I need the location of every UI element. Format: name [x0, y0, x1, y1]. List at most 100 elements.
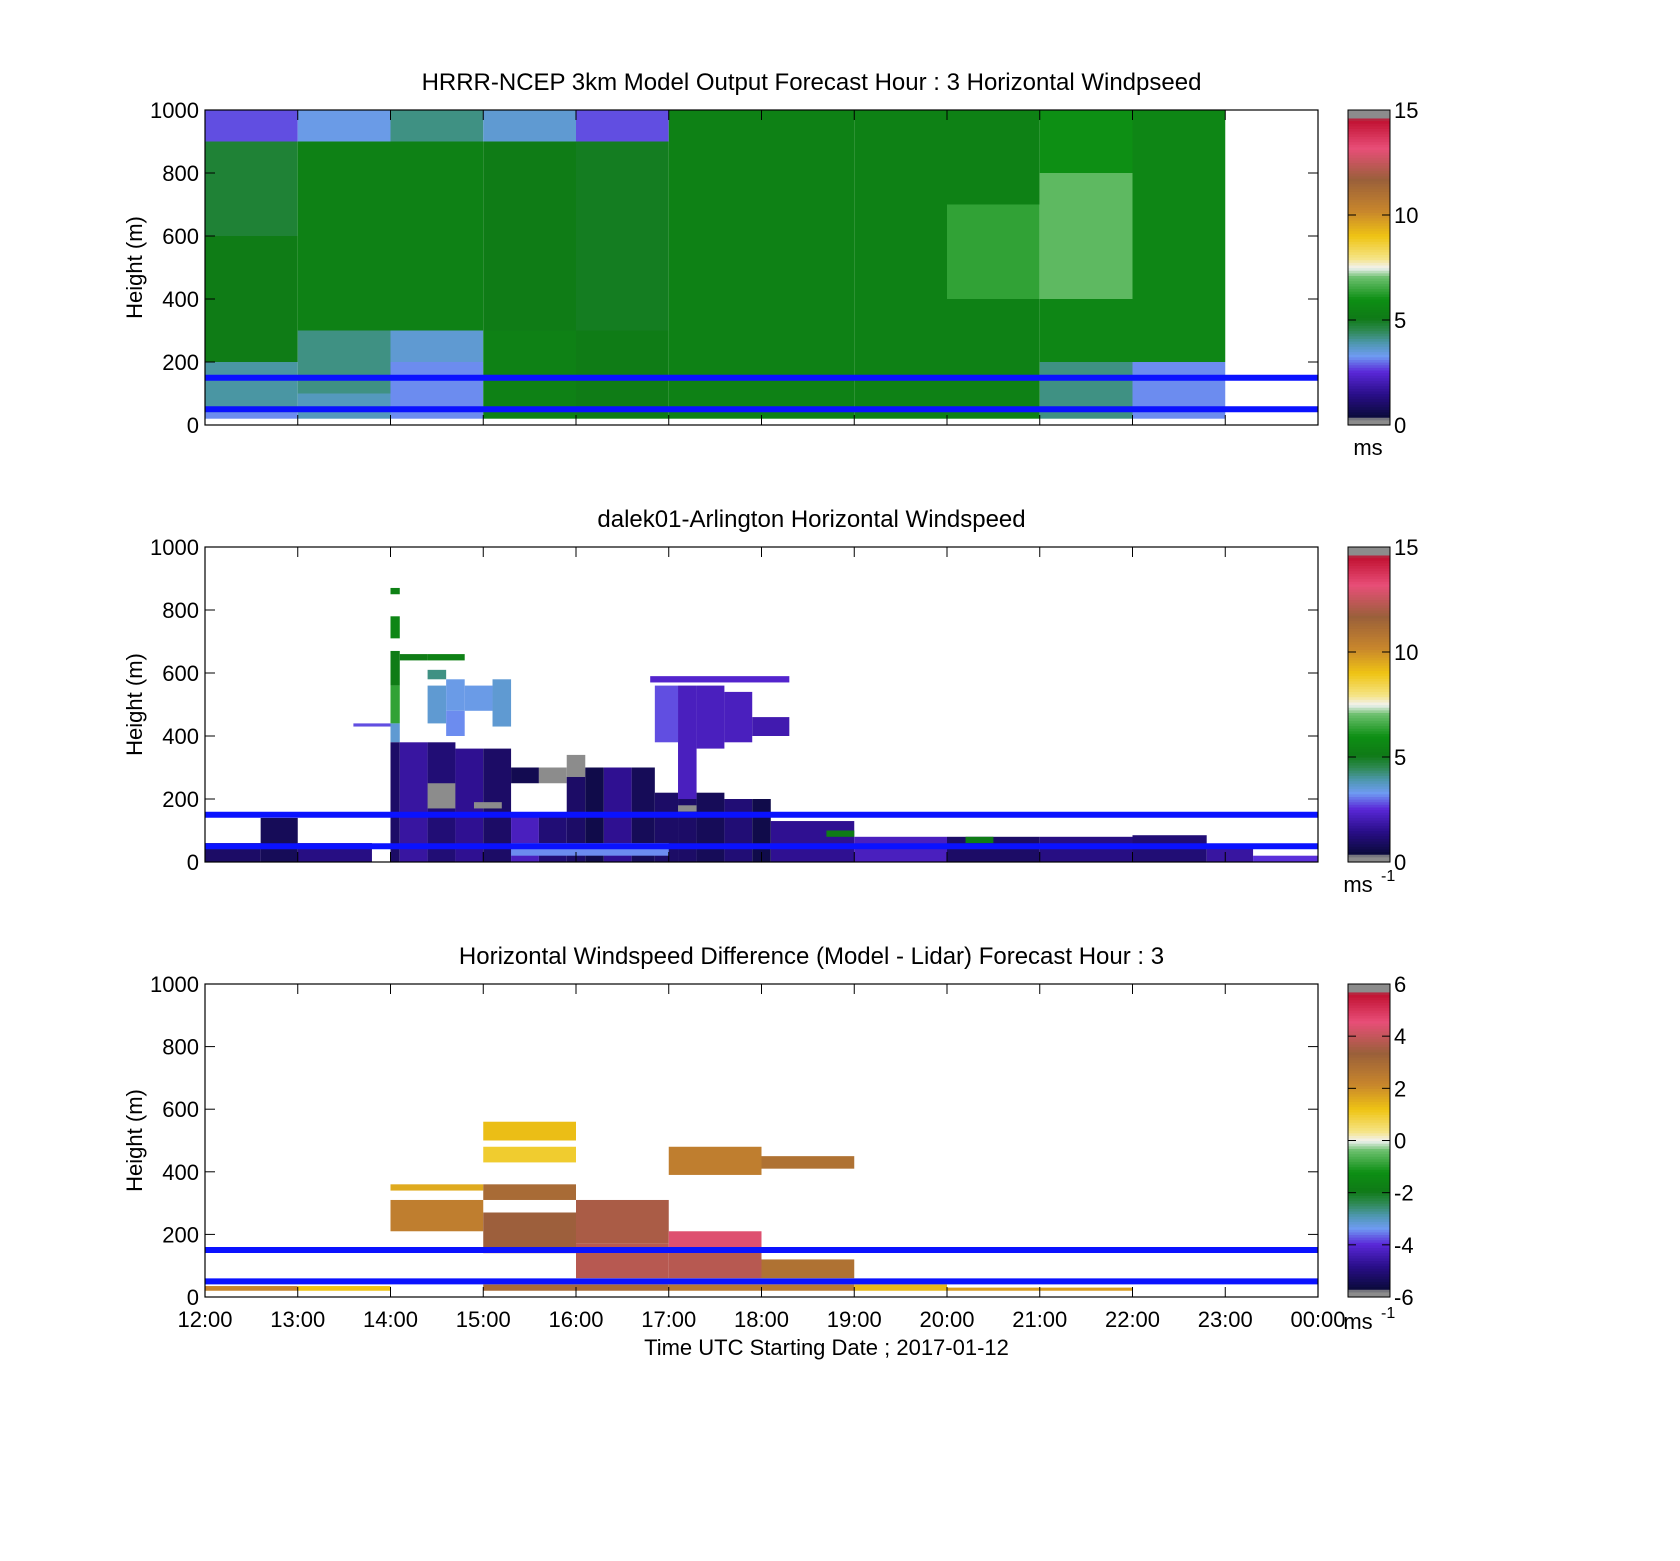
colorbar-segment — [1348, 607, 1390, 611]
colorbar-segment — [1348, 1278, 1390, 1282]
colorbar-segment — [1348, 1270, 1390, 1275]
colorbar-segment — [1348, 717, 1390, 721]
colorbar-segment — [1348, 388, 1390, 392]
colorbar-segment — [1348, 278, 1390, 282]
colorbar-segment — [1348, 393, 1390, 397]
panel-3: Horizontal Windspeed Difference (Model -… — [122, 943, 1414, 1360]
colorbar-segment — [1348, 1012, 1390, 1016]
colorbar-segment — [1348, 1273, 1390, 1277]
colorbar-tick-label: 0 — [1394, 413, 1406, 438]
colorbar-segment — [1348, 396, 1390, 400]
colorbar-segment — [1348, 1002, 1390, 1006]
colorbar-segment — [1348, 812, 1390, 816]
colorbar-segment — [1348, 617, 1390, 622]
colorbar-segment — [1348, 841, 1390, 845]
heatmap-cell — [511, 767, 539, 784]
heatmap-cell — [770, 821, 855, 862]
colorbar-segment — [1348, 678, 1390, 682]
colorbar-segment — [1348, 1098, 1390, 1102]
panel-title: HRRR-NCEP 3km Model Output Forecast Hour… — [422, 69, 1202, 96]
colorbar-segment — [1348, 367, 1390, 371]
colorbar-segment — [1348, 138, 1390, 143]
colorbar-tick-label: -6 — [1394, 1285, 1414, 1310]
colorbar-segment — [1348, 704, 1390, 708]
colorbar-segment — [1348, 1090, 1390, 1095]
colorbar-segment — [1348, 1286, 1390, 1290]
colorbar-segment — [1348, 1200, 1390, 1204]
colorbar-segment — [1348, 1150, 1390, 1155]
colorbar-segment — [1348, 233, 1390, 237]
colorbar-segment — [1348, 246, 1390, 250]
colorbar-segment — [1348, 154, 1390, 158]
heatmap-cell — [668, 1231, 762, 1251]
heatmap-cell — [1039, 173, 1133, 299]
colorbar-segment — [1348, 312, 1390, 316]
colorbar-tick-label: 6 — [1394, 972, 1406, 997]
colorbar-tick-label: 4 — [1394, 1024, 1406, 1049]
colorbar-unit-label: ms — [1343, 872, 1372, 897]
colorbar-segment — [1348, 785, 1390, 790]
colorbar: -6 -4 -2 0 2 4 6 ms -1 — [1343, 972, 1413, 1334]
colorbar-tick-label: -2 — [1394, 1181, 1414, 1206]
colorbar-segment — [1348, 833, 1390, 837]
colorbar-segment — [1348, 335, 1390, 339]
colorbar-segment — [1348, 1067, 1390, 1071]
heatmap-cell — [854, 1284, 947, 1291]
colorbar-segment — [1348, 1281, 1390, 1285]
colorbar-segment — [1348, 262, 1390, 266]
heatmap-cell — [483, 1184, 576, 1200]
colorbar-segment — [1348, 1252, 1390, 1256]
y-tick-label: 0 — [187, 413, 199, 438]
colorbar-segment — [1348, 796, 1390, 800]
colorbar-segment — [1348, 1250, 1390, 1254]
colorbar-segment — [1348, 170, 1390, 174]
heatmap-cell — [538, 767, 567, 784]
colorbar-segment — [1348, 615, 1390, 619]
x-tick-label: 14:00 — [363, 1307, 418, 1332]
colorbar-segment — [1348, 989, 1390, 993]
heatmap-cell — [947, 299, 1040, 419]
colorbar-segment — [1348, 665, 1390, 669]
colorbar-segment — [1348, 136, 1390, 140]
colorbar-frame — [1347, 546, 1391, 863]
y-tick-label: 400 — [162, 287, 199, 312]
heatmap-cell — [678, 805, 697, 812]
colorbar-segment — [1348, 820, 1390, 824]
colorbar-segment — [1348, 1289, 1390, 1293]
colorbar-segment — [1348, 364, 1390, 368]
heatmap-cell — [483, 330, 576, 419]
colorbar-segment — [1348, 243, 1390, 248]
colorbar-segment — [1348, 1077, 1390, 1082]
colorbar-segment — [1348, 1234, 1390, 1238]
x-tick-label: 12:00 — [177, 1307, 232, 1332]
colorbar-segment — [1348, 204, 1390, 208]
colorbar-segment — [1348, 822, 1390, 826]
colorbar-segment — [1348, 728, 1390, 732]
heatmap-cell — [1039, 836, 1133, 862]
colorbar-segment — [1348, 1205, 1390, 1209]
colorbar-segment — [1348, 746, 1390, 750]
colorbar-segment — [1348, 623, 1390, 627]
colorbar-segment — [1348, 654, 1390, 658]
y-tick-label: 400 — [162, 1160, 199, 1185]
heatmap-cell — [668, 1146, 762, 1175]
colorbar-unit-exponent: -1 — [1381, 868, 1395, 885]
colorbar-segment — [1348, 320, 1390, 324]
colorbar-segment — [1348, 417, 1390, 421]
colorbar-segment — [1348, 694, 1390, 698]
colorbar-segment — [1348, 801, 1390, 805]
colorbar-segment — [1348, 725, 1390, 729]
y-tick-label: 1000 — [150, 98, 199, 123]
colorbar-segment — [1348, 180, 1390, 185]
colorbar-segment — [1348, 1103, 1390, 1108]
x-tick-label: 20:00 — [919, 1307, 974, 1332]
heatmap-cell — [353, 723, 391, 727]
colorbar-segment — [1348, 778, 1390, 782]
colorbar-segment — [1348, 636, 1390, 640]
heatmap-cell — [576, 330, 669, 419]
colorbar-segment — [1348, 610, 1390, 614]
x-axis-label: Time UTC Starting Date ; 2017-01-12 — [644, 1335, 1009, 1360]
y-tick-label: 800 — [162, 1035, 199, 1060]
colorbar-segment — [1348, 377, 1390, 381]
heatmap-cell — [205, 110, 298, 142]
